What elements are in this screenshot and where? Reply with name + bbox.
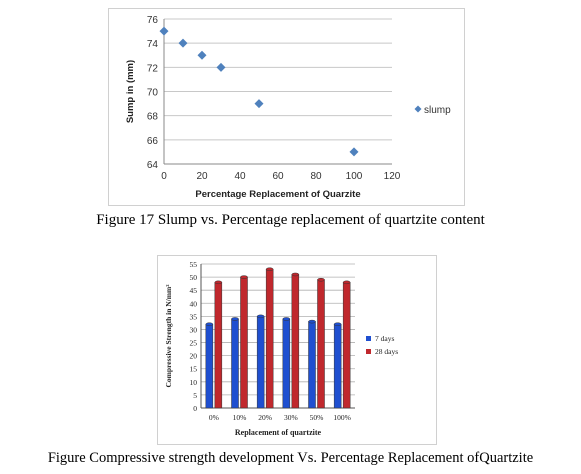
x-tick-label: 0 — [161, 171, 167, 182]
x-tick-label: 0% — [209, 413, 219, 422]
y-tick-label: 10 — [190, 378, 198, 387]
x-axis-title: Percentage Replacement of Quarzite — [195, 189, 360, 200]
y-tick-label: 25 — [190, 339, 198, 348]
bar — [333, 323, 342, 409]
compressive-strength-chart-svg: 0 5 10 15 20 25 30 35 40 45 50 55 0% 10% 20% 30% 50% 100%… — [164, 260, 398, 437]
data-point — [178, 38, 188, 48]
x-tick-label: 10% — [233, 413, 247, 422]
legend-label: slump — [424, 105, 451, 116]
bar-cap — [342, 280, 351, 285]
bar-cap — [291, 272, 300, 277]
bar — [308, 321, 316, 409]
x-tick-label: 20% — [258, 413, 272, 422]
bar-cap — [256, 314, 265, 319]
data-point — [197, 50, 207, 60]
compressive-strength-chart: 0 5 10 15 20 25 30 35 40 45 50 55 0% 10% 20% 30% 50% 100%… — [157, 255, 437, 445]
x-tick-label: 30% — [284, 413, 298, 422]
slump-chart-svg: 64 66 68 70 72 74 76 0 20 40 60 80 100 120 Percentage … — [125, 15, 451, 200]
data-point — [349, 147, 359, 157]
x-tick-label: 120 — [384, 171, 401, 182]
bar — [256, 316, 265, 409]
y-tick-label: 68 — [147, 112, 159, 123]
y-tick-label: 20 — [190, 352, 198, 361]
bar — [282, 318, 291, 409]
y-axis-title: Compressive Strength in N/mm² — [164, 284, 173, 388]
bar-cap — [333, 322, 342, 326]
slump-chart: 64 66 68 70 72 74 76 0 20 40 60 80 100 120 Percentage … — [108, 8, 465, 206]
bar — [240, 276, 248, 409]
y-axis-title: Sump in (mm) — [125, 60, 136, 123]
y-tick-label: 74 — [147, 39, 159, 50]
y-tick-label: 55 — [190, 260, 198, 269]
x-tick-label: 100% — [333, 413, 351, 422]
legend-marker — [414, 105, 422, 113]
bar-cap — [231, 317, 239, 321]
legend-label: 7 days — [375, 334, 394, 343]
y-tick-label: 40 — [190, 299, 198, 308]
x-tick-label: 40 — [234, 171, 246, 182]
legend-swatch — [366, 336, 371, 341]
y-tick-label: 72 — [147, 63, 159, 74]
x-tick-label: 60 — [272, 171, 284, 182]
data-point — [216, 62, 226, 72]
figure-compressive-caption: Figure Compressive strength development … — [47, 450, 534, 466]
bar-cap — [205, 322, 214, 326]
bar — [342, 282, 351, 409]
x-tick-label: 80 — [310, 171, 322, 182]
y-tick-label: 76 — [147, 15, 159, 26]
bar — [205, 323, 214, 409]
y-tick-label: 64 — [147, 160, 159, 171]
legend-swatch — [366, 349, 371, 354]
x-tick-label: 50% — [310, 413, 324, 422]
bar-cap — [240, 275, 248, 279]
data-point — [254, 99, 264, 109]
y-tick-label: 45 — [190, 286, 198, 295]
bar — [214, 282, 223, 409]
bar — [231, 318, 239, 409]
x-tick-label: 100 — [346, 171, 363, 182]
bar — [317, 279, 325, 409]
bar-cap — [317, 277, 325, 282]
bar — [291, 274, 300, 409]
y-tick-label: 50 — [190, 273, 198, 282]
y-tick-label: 35 — [190, 312, 198, 321]
y-tick-label: 0 — [193, 404, 197, 413]
bar — [265, 268, 274, 409]
x-axis-title: Replacement of quartzite — [235, 428, 322, 437]
y-tick-label: 66 — [147, 136, 159, 147]
data-point — [159, 26, 169, 36]
y-tick-label: 5 — [193, 391, 197, 400]
y-tick-label: 30 — [190, 325, 198, 334]
bar-cap — [282, 317, 291, 321]
y-tick-label: 70 — [147, 88, 159, 99]
y-tick-label: 15 — [190, 365, 198, 374]
x-tick-label: 20 — [196, 171, 208, 182]
legend-label: 28 days — [375, 347, 398, 356]
bar-cap — [265, 267, 274, 271]
bar-cap — [308, 319, 316, 324]
bar-cap — [214, 280, 223, 285]
figure-17-caption: Figure 17 Slump vs. Percentage replaceme… — [96, 212, 485, 228]
